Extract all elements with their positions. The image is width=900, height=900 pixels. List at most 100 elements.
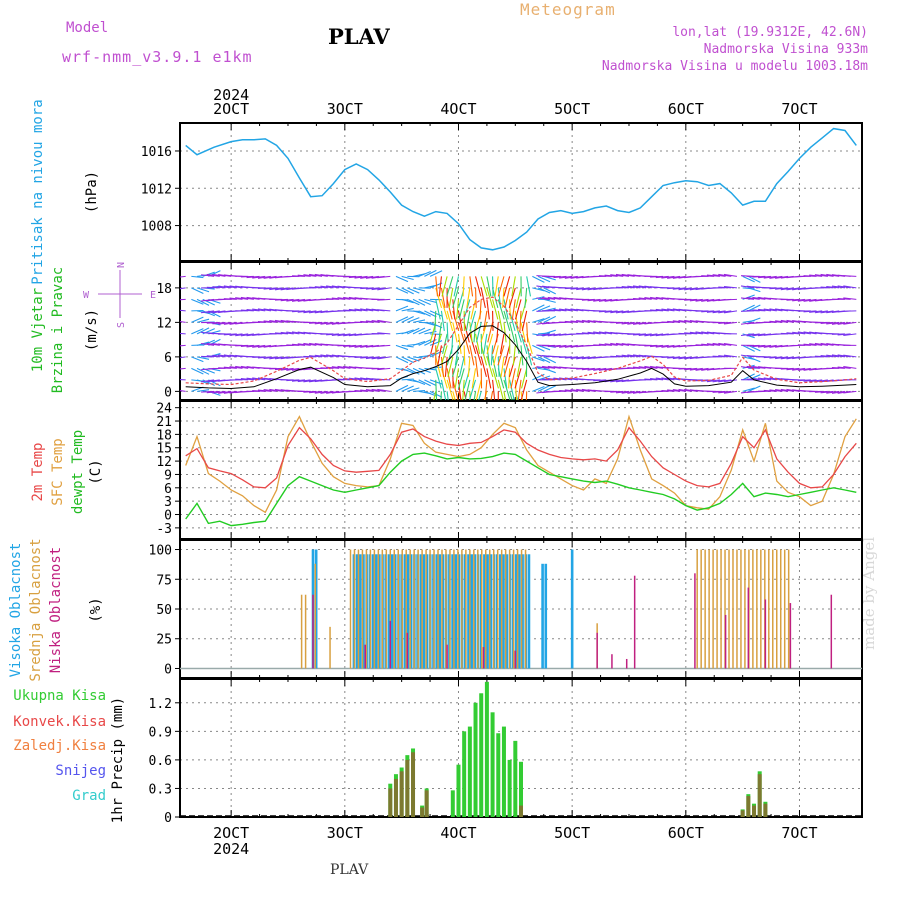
wind-barb	[434, 310, 437, 331]
sfc-temp-line	[185, 414, 857, 514]
wind-barb	[206, 273, 220, 277]
wind-barb	[434, 333, 442, 355]
wind-barb	[621, 273, 635, 277]
wind-barb	[235, 365, 249, 369]
high-cloud-bar	[438, 554, 442, 669]
wind-barb	[497, 379, 504, 400]
wind-barb	[257, 320, 271, 323]
wind-barb	[826, 321, 840, 325]
wind-barb	[638, 297, 652, 300]
wind-barb	[462, 276, 465, 297]
wind-barb	[837, 285, 851, 289]
wind-barb	[803, 343, 817, 346]
wind-barb	[748, 287, 761, 293]
wind-barb	[532, 385, 545, 392]
precip-conv-bar	[388, 788, 393, 817]
wind-barb	[742, 387, 755, 392]
wind-barb	[757, 296, 772, 300]
wind-barb	[180, 332, 186, 335]
wind-barb	[718, 342, 732, 346]
wind-barb	[212, 273, 226, 277]
wind-barb	[309, 390, 323, 394]
wind-barb	[632, 333, 647, 336]
wind-barb	[441, 276, 448, 297]
wind-barb	[786, 332, 800, 335]
wind-barb	[644, 297, 658, 300]
wind-barb	[180, 275, 186, 278]
wind-barb	[667, 377, 681, 381]
wind-barb	[486, 276, 492, 297]
wind-barb	[740, 285, 755, 289]
wind-barb	[532, 287, 545, 292]
high-cloud-bar	[457, 554, 461, 669]
wind-barb	[377, 275, 391, 279]
wind-barb	[463, 333, 471, 355]
wind-barb	[280, 367, 294, 371]
wind-barb	[429, 270, 443, 277]
wind-barb	[718, 310, 732, 314]
wind-barb	[712, 342, 726, 346]
wind-barb	[497, 276, 505, 297]
wind-barb	[831, 390, 846, 394]
wind-barb	[509, 322, 516, 343]
wind-barb	[201, 390, 215, 393]
precip-conv-bar	[757, 774, 762, 817]
wind-barb	[470, 299, 477, 320]
wind-barb	[786, 356, 800, 360]
wind-barb	[644, 344, 658, 347]
wind-barb	[497, 287, 502, 308]
wind-barb	[537, 344, 551, 351]
wind-barb	[610, 274, 624, 277]
wind-barb	[365, 389, 379, 392]
ytick-label: 0	[164, 509, 172, 524]
precip-total-bar	[519, 761, 523, 817]
sfc-axis-label: SFC Temp	[50, 438, 66, 505]
wind-barb	[564, 356, 578, 359]
wind-barb	[206, 390, 220, 394]
wind-barb	[536, 285, 550, 289]
wind-barb	[763, 344, 777, 348]
wind-barb	[763, 308, 777, 312]
lonlat-label: lon,lat (19.9312E, 42.6N)	[672, 25, 868, 40]
wind-barb	[814, 310, 828, 314]
wind-barb	[377, 319, 391, 323]
precip-conv-bar	[420, 807, 425, 817]
high-cloud-bar	[521, 554, 524, 669]
wind-barb	[752, 365, 766, 369]
top-year-label: 2024	[213, 86, 249, 104]
wind-barb	[843, 366, 857, 369]
wind-barb	[354, 275, 368, 279]
ytick-label: 0.9	[149, 725, 172, 740]
wind-barb	[570, 275, 584, 279]
wind-barb	[672, 356, 686, 360]
wind-barb	[509, 299, 511, 320]
wind-barb	[809, 310, 823, 313]
wind-barb	[418, 270, 431, 277]
wind-barb	[627, 321, 641, 325]
high-cloud-bar	[470, 554, 473, 669]
wind-barb	[218, 321, 232, 325]
wind-barb	[401, 315, 414, 323]
wind-barb	[706, 310, 720, 313]
wind-barb	[627, 390, 641, 394]
wind-barb	[454, 368, 460, 389]
wind-barb	[463, 345, 466, 366]
wind-barb	[452, 322, 458, 343]
wind-barb	[746, 365, 760, 369]
wind-barb	[442, 333, 448, 354]
wind-barb	[326, 390, 340, 394]
wind-barb	[678, 367, 692, 370]
wind-barb	[412, 298, 426, 306]
wind-barb	[480, 333, 483, 354]
wind-barb	[598, 310, 612, 313]
wind-barb	[480, 356, 487, 378]
wind-barb	[475, 379, 482, 400]
wind-barb	[758, 308, 772, 312]
wind-barb	[712, 355, 726, 358]
wind-barb	[486, 368, 492, 389]
wind-barb	[526, 276, 532, 297]
wind-barb	[348, 308, 362, 312]
wind-barb	[537, 287, 551, 294]
wind-barb	[543, 385, 556, 392]
wind-barb	[453, 276, 460, 297]
